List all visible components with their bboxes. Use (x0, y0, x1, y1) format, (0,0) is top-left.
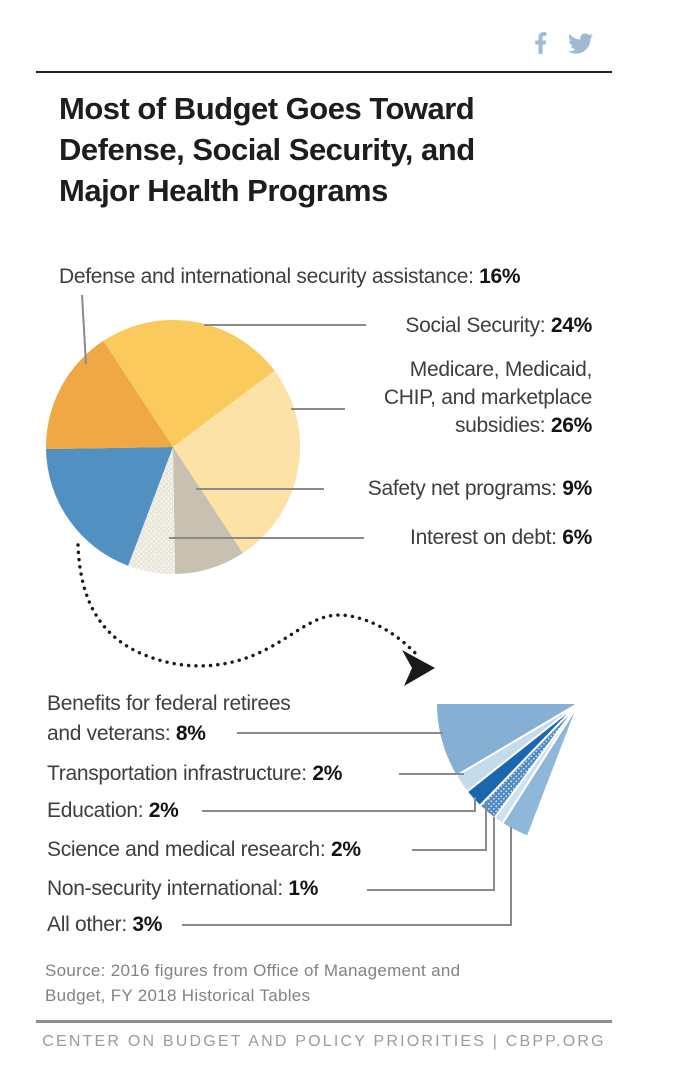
label-education: Education: 2% (47, 799, 179, 822)
label-defense: Defense and international security assis… (59, 265, 521, 288)
arrowhead-icon (402, 650, 435, 686)
pie-slice-medicare-medicaid-chip (173, 370, 301, 554)
pie-slice-interest-on-debt (128, 447, 175, 575)
leader-line-9 (367, 817, 495, 891)
twitter-icon[interactable] (566, 31, 595, 56)
label-medicare: Medicare, Medicaid, CHIP, and marketplace… (383, 358, 592, 437)
pie-slice-all-other-combined (46, 447, 173, 566)
page-title: Most of Budget Goes Toward Defense, Socia… (59, 91, 475, 208)
pie-slice-social-security (103, 320, 275, 447)
fan-slice-benefits-retirees-veterans (435, 702, 580, 777)
label-interest-on-debt: Interest on debt: 6% (410, 526, 592, 549)
leader-line-0 (81, 294, 87, 365)
leader-line-10 (182, 827, 512, 926)
label-safety-net: Safety net programs: 9% (367, 477, 593, 500)
facebook-icon[interactable] (528, 28, 554, 58)
label-non-security-international: Non-security international: 1% (47, 877, 319, 900)
dotted-arrow (76, 543, 421, 668)
source-note: Source: 2016 figures from Office of Mana… (45, 961, 461, 1005)
pie-slice-safety-net-programs (173, 447, 243, 574)
label-transportation: Transportation infrastructure: 2% (47, 762, 343, 785)
leader-line-7 (202, 797, 476, 812)
label-all-other: All other: 3% (47, 913, 163, 936)
leader-line-8 (412, 801, 487, 851)
footer-brand: CENTER ON BUDGET AND POLICY PRIORITIES |… (42, 1033, 606, 1050)
label-social-security: Social Security: 24% (405, 314, 592, 337)
label-benefits-retirees: Benefits for federal retirees and veteran… (47, 692, 291, 745)
top-rule (36, 71, 612, 73)
label-science-research: Science and medical research: 2% (47, 838, 361, 861)
pie-slice-defense-international-security (45, 340, 173, 449)
footer-rule (36, 1020, 612, 1023)
share-buttons (528, 25, 608, 61)
